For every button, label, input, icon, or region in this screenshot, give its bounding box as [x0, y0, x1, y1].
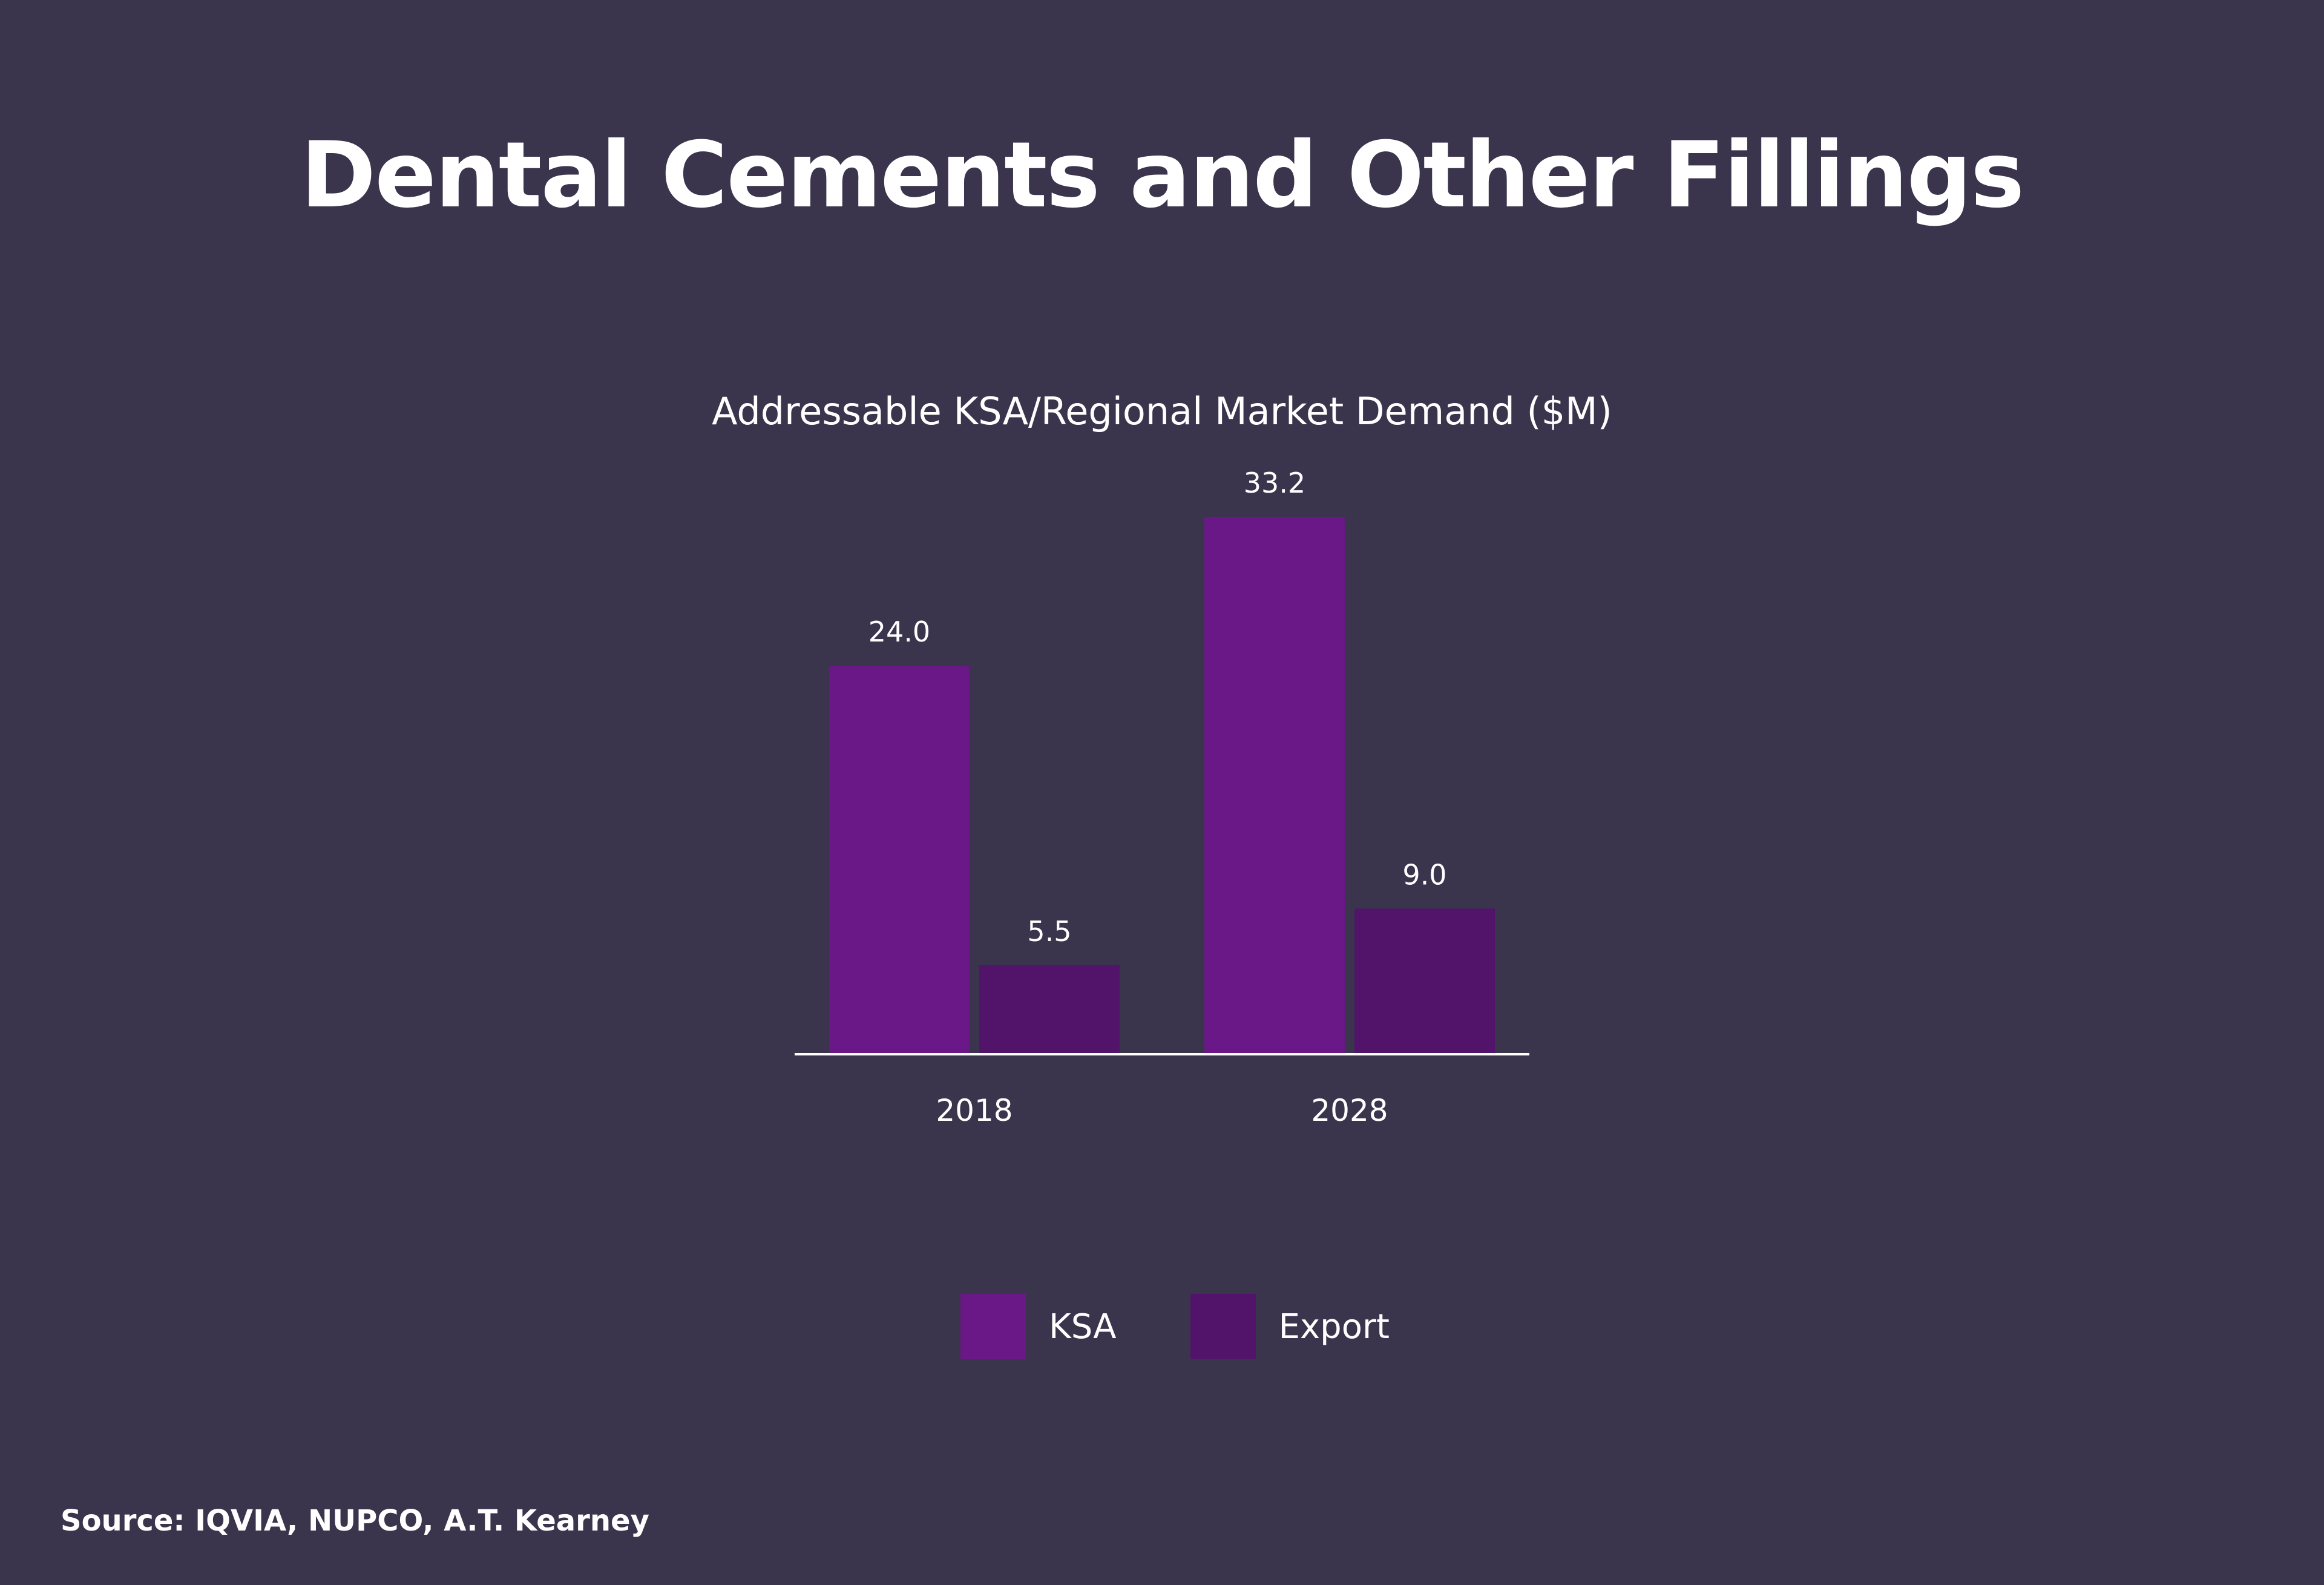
data-label-export-2028: 9.0 — [1402, 858, 1446, 891]
data-label-ksa-2018: 24.0 — [868, 615, 930, 648]
x-tick-label-2028: 2028 — [1311, 1093, 1388, 1128]
chart-subtitle: Addressable KSA/Regional Market Demand (… — [712, 389, 1612, 433]
legend-swatch-ksa — [960, 1294, 1026, 1359]
bar-ksa-2018[interactable] — [829, 666, 970, 1054]
bar-export-2018[interactable] — [979, 965, 1120, 1054]
bar-ksa-2028[interactable] — [1204, 517, 1345, 1054]
legend-swatch-export — [1190, 1294, 1256, 1359]
data-label-ksa-2028: 33.2 — [1244, 467, 1305, 499]
legend: KSA Export — [960, 1294, 1463, 1359]
legend-label-export: Export — [1278, 1307, 1390, 1347]
chart-title: Dental Cements and Other Fillings — [300, 123, 2025, 228]
bar-export-2028[interactable] — [1354, 908, 1495, 1054]
legend-item-export[interactable]: Export — [1190, 1294, 1390, 1359]
source-note: Source: IQVIA, NUPCO, A.T. Kearney — [61, 1504, 649, 1538]
legend-label-ksa: KSA — [1049, 1307, 1117, 1347]
data-label-export-2018: 5.5 — [1027, 915, 1071, 948]
x-tick-label-2018: 2018 — [936, 1093, 1013, 1128]
legend-item-ksa[interactable]: KSA — [960, 1294, 1117, 1359]
